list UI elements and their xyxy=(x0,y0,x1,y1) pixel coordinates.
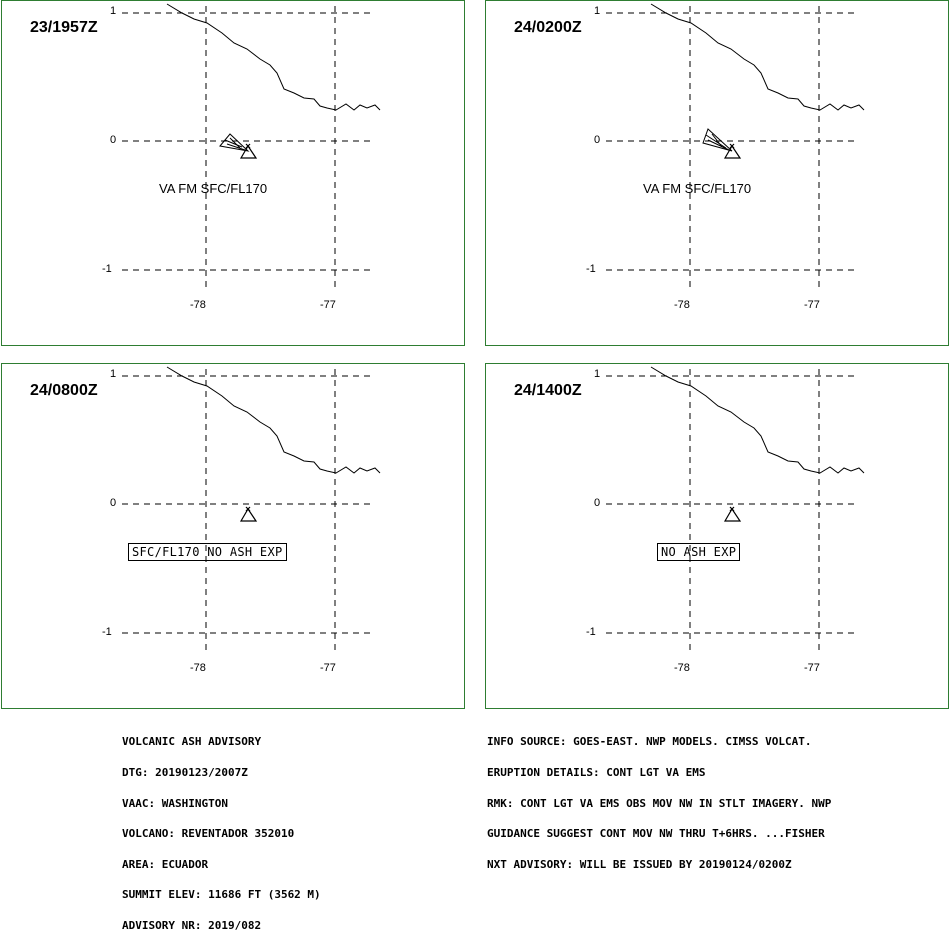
panel-time: 23/1957Z xyxy=(30,19,98,36)
lat-tick-label: 1 xyxy=(594,368,601,380)
coastline xyxy=(166,366,381,474)
advisory-line: ADVISORY NR: 2019/082 xyxy=(122,919,262,933)
advisory-line: VOLCANO: REVENTADOR 352010 xyxy=(122,827,295,841)
volcano-icon xyxy=(239,143,258,159)
lat-tick-label: 0 xyxy=(110,497,117,509)
lon-tick-label: -77 xyxy=(320,662,336,674)
ash-plume-icon xyxy=(219,133,250,152)
map-panel-3: 24/0800Z 1 0 -1 -78 -77 SFC/FL170 NO ASH… xyxy=(1,363,465,709)
lat-tick-label: -1 xyxy=(586,626,596,638)
lon-tick-label: -78 xyxy=(190,662,206,674)
advisory-line: AREA: ECUADOR xyxy=(122,857,209,871)
coastline xyxy=(650,366,865,474)
map-canvas xyxy=(606,366,865,654)
panel-time: 24/0800Z xyxy=(30,382,98,399)
advisory-line: GUIDANCE SUGGEST CONT MOV NW THRU T+6HRS… xyxy=(487,827,825,841)
advisory-line: DTG: 20190123/2007Z xyxy=(122,766,248,780)
lon-tick-label: -77 xyxy=(320,299,336,311)
volcano-icon xyxy=(239,506,258,522)
map-panel-4: 24/1400Z 1 0 -1 -78 -77 NO ASH EXP xyxy=(485,363,949,709)
panel-time: 24/0200Z xyxy=(514,19,582,36)
map-panel-1: 23/1957Z 1 0 -1 -78 -77 VA FM SFC/FL170 xyxy=(1,0,465,346)
ash-extent-label: VA FM SFC/FL170 xyxy=(643,181,752,196)
map-canvas xyxy=(122,3,381,291)
advisory-line: INFO SOURCE: GOES-EAST. NWP MODELS. CIMS… xyxy=(487,735,812,749)
ash-plume-icon xyxy=(702,128,733,152)
coastline xyxy=(166,3,381,111)
coastline xyxy=(650,3,865,111)
ash-extent-label: NO ASH EXP xyxy=(657,543,741,561)
lat-tick-label: 1 xyxy=(110,368,117,380)
lat-tick-label: 1 xyxy=(110,5,117,17)
advisory-line: VAAC: WASHINGTON xyxy=(122,796,228,810)
lat-tick-label: 0 xyxy=(594,134,601,146)
advisory-line: SUMMIT ELEV: 11686 FT (3562 M) xyxy=(122,888,321,902)
map-canvas xyxy=(606,3,865,291)
lon-tick-label: -78 xyxy=(674,662,690,674)
lat-tick-label: -1 xyxy=(586,263,596,275)
lat-tick-label: 0 xyxy=(594,497,601,509)
lon-tick-label: -78 xyxy=(190,299,206,311)
panel-time: 24/1400Z xyxy=(514,382,582,399)
map-panel-2: 24/0200Z 1 0 -1 -78 -77 VA FM SFC/FL170 xyxy=(485,0,949,346)
volcano-icon xyxy=(723,506,742,522)
advisory-line: ERUPTION DETAILS: CONT LGT VA EMS xyxy=(487,766,706,780)
lat-tick-label: 1 xyxy=(594,5,601,17)
advisory-line: NXT ADVISORY: WILL BE ISSUED BY 20190124… xyxy=(487,857,792,871)
lat-tick-label: 0 xyxy=(110,134,117,146)
ash-extent-label: SFC/FL170 NO ASH EXP xyxy=(128,543,287,561)
advisory-line: VOLCANIC ASH ADVISORY xyxy=(122,735,262,749)
ash-extent-label: VA FM SFC/FL170 xyxy=(159,181,268,196)
volcano-icon xyxy=(723,143,742,159)
lat-tick-label: -1 xyxy=(102,263,112,275)
advisory-header-block: VOLCANIC ASH ADVISORY DTG: 20190123/2007… xyxy=(122,717,321,941)
lon-tick-label: -78 xyxy=(674,299,690,311)
advisory-line: RMK: CONT LGT VA EMS OBS MOV NW IN STLT … xyxy=(487,796,832,810)
lon-tick-label: -77 xyxy=(804,662,820,674)
advisory-remarks-block: INFO SOURCE: GOES-EAST. NWP MODELS. CIMS… xyxy=(487,717,831,880)
map-canvas xyxy=(122,366,381,654)
lon-tick-label: -77 xyxy=(804,299,820,311)
lat-tick-label: -1 xyxy=(102,626,112,638)
